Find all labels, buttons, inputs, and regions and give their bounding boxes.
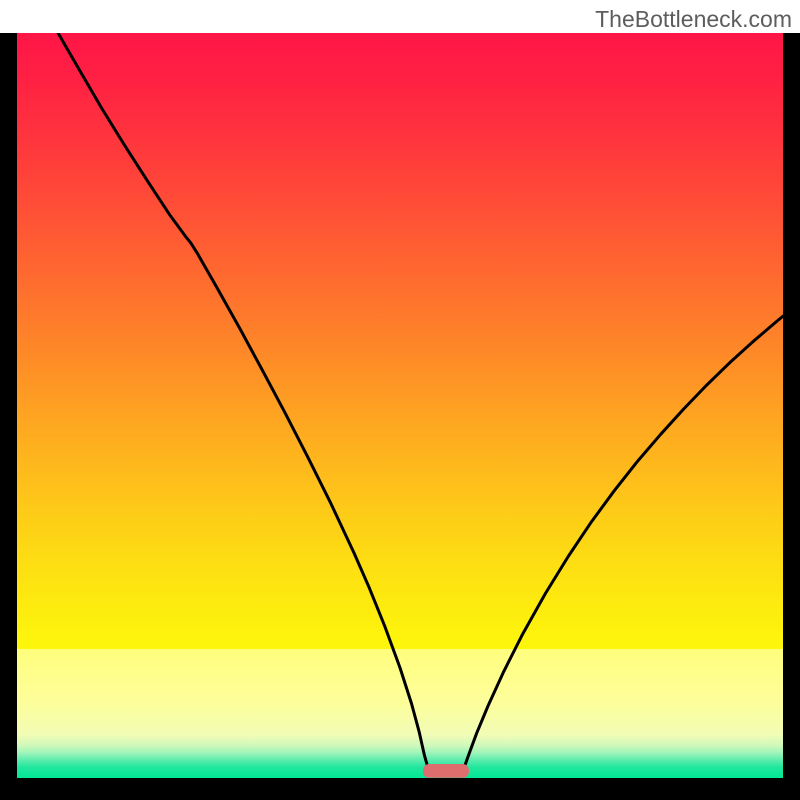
bottleneck-chart — [0, 0, 800, 800]
watermark-text: TheBottleneck.com — [595, 6, 792, 33]
chart-root: TheBottleneck.com — [0, 0, 800, 800]
optimal-marker — [423, 764, 469, 778]
